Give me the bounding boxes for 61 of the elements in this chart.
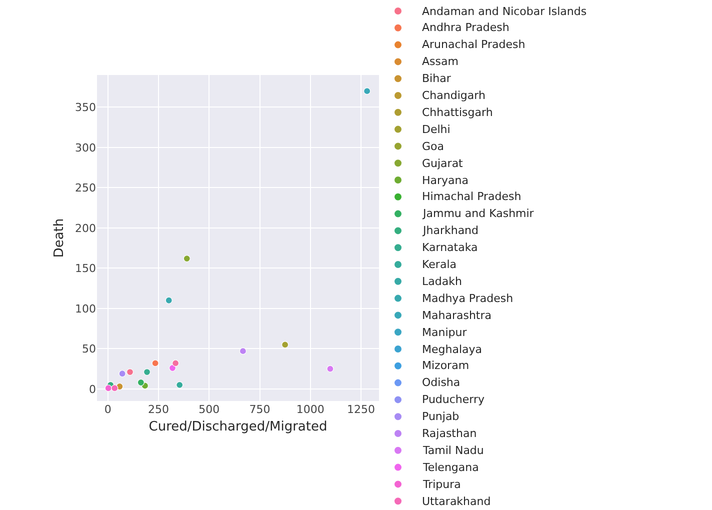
y-tick-label: 0 (89, 382, 96, 396)
y-tick-label: 300 (75, 141, 96, 154)
x-tick-label: 250 (148, 403, 170, 416)
point (104, 384, 112, 392)
legend-label: Ladakh (422, 275, 462, 288)
legend-label: Manipur (422, 326, 468, 339)
legend-label: Haryana (422, 174, 468, 187)
point (172, 360, 180, 367)
point (282, 341, 289, 348)
legend-label: Mizoram (422, 359, 470, 372)
x-tick-label: 1250 (346, 403, 375, 416)
x-tick-label: 750 (249, 403, 270, 416)
legend-label: Andhra Pradesh (422, 21, 510, 34)
x-tick-label: 500 (198, 403, 220, 416)
legend-label: Andaman and Nicobar Islands (422, 5, 587, 18)
legend-label: Meghalaya (422, 343, 482, 356)
legend-label: Delhi (422, 123, 450, 136)
legend-label: Tamil Nadu (422, 444, 484, 457)
legend-label: Chhattisgarh (422, 106, 493, 119)
point (165, 296, 172, 304)
legend-label: Gujarat (422, 157, 464, 170)
legend-label: Himachal Pradesh (422, 190, 522, 203)
point (137, 378, 144, 386)
y-axis-title: Death (52, 218, 67, 258)
legend-label: Assam (422, 55, 458, 68)
legend-label: Goa (422, 140, 444, 153)
legend-label: Odisha (422, 376, 460, 389)
legend-label: Kerala (422, 258, 456, 271)
legend-label: Puducherry (422, 393, 486, 406)
legend-label: Punjab (422, 410, 460, 423)
y-tick-label: 50 (82, 342, 96, 356)
point (364, 88, 371, 95)
point (111, 384, 118, 392)
legend-label: Tripura (422, 478, 461, 491)
y-tick-label: 350 (75, 101, 96, 114)
y-tick-label: 200 (75, 222, 96, 235)
legend-label: Arunachal Pradesh (422, 38, 526, 51)
legend-label: Bihar (422, 72, 452, 85)
legend-label: Maharashtra (422, 309, 492, 322)
legend-label: Madhya Pradesh (422, 292, 514, 305)
y-tick-label: 250 (75, 182, 96, 195)
point (239, 348, 247, 355)
legend-label: Rajasthan (422, 427, 477, 440)
point (176, 381, 184, 388)
point (326, 365, 334, 372)
point (126, 368, 134, 376)
x-tick-label: 0 (104, 403, 112, 416)
legend-label: Jharkhand (422, 224, 479, 237)
x-axis-title: Cured/Discharged/Migrated (148, 420, 328, 435)
point (183, 254, 190, 262)
point (152, 360, 159, 367)
x-tick-label: 1000 (296, 403, 324, 416)
legend-label: Chandigarh (422, 89, 486, 102)
y-tick-label: 100 (75, 302, 96, 316)
legend-label: Telengana (422, 461, 479, 474)
legend-label: Jammu and Kashmir (422, 207, 534, 220)
legend-label: Uttarakhand (422, 495, 491, 508)
y-tick-label: 150 (75, 262, 96, 276)
point (118, 370, 126, 378)
legend-label: Karnataka (422, 241, 478, 254)
point (143, 368, 151, 376)
